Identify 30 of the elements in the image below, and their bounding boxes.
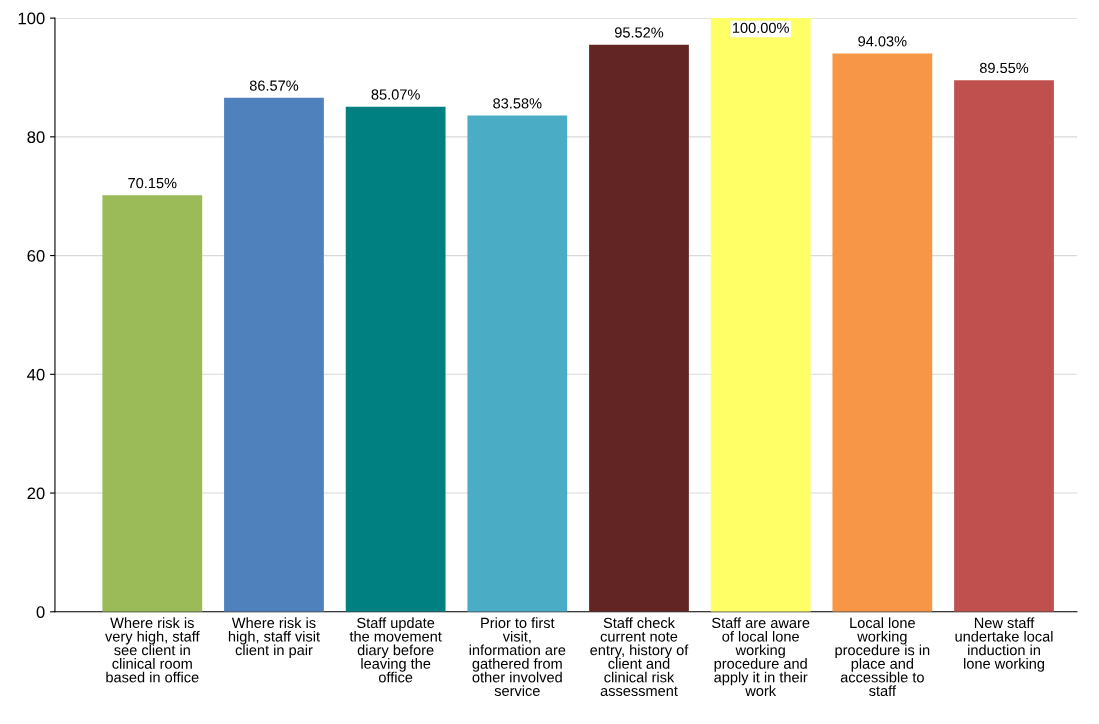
data-label: 85.07%	[371, 89, 420, 100]
bar	[589, 44, 689, 612]
x-tick-label: Prior to first visit, information are gathered from other involved service	[469, 617, 566, 697]
data-label: 94.03%	[858, 36, 907, 47]
y-tick-label: 80	[27, 131, 45, 144]
bar	[345, 106, 446, 612]
x-tick-label: New staff undertake local induction in lone working	[955, 617, 1053, 672]
data-label: 89.55%	[979, 62, 1029, 74]
data-label: 100.00%	[732, 22, 789, 33]
data-label: 86.57%	[249, 80, 299, 91]
y-tick-label: 100	[18, 12, 45, 25]
bar	[224, 97, 324, 612]
x-tick-label: Where risk is high, staff visit client in pair	[228, 617, 320, 659]
data-label: 95.52%	[614, 27, 664, 38]
x-tick-label: Staff check current note entry, history of client and clinical risk assessment	[590, 617, 689, 697]
bar	[954, 80, 1054, 612]
data-label: 83.58%	[493, 98, 542, 109]
bar	[467, 115, 568, 612]
data-label: 70.15%	[128, 177, 177, 189]
x-tick-label: Local lone working procedure is in place and accessible to staff	[835, 617, 930, 697]
x-tick-label: Staff are aware of local lone working procedure and apply it in their work	[712, 617, 810, 697]
y-tick-label: 40	[27, 368, 45, 381]
bar	[832, 53, 933, 612]
y-tick-label: 0	[36, 606, 45, 618]
x-tick-label: Where risk is very high, staff see client in clinical room based in office	[105, 617, 200, 683]
y-tick-label: 20	[27, 487, 45, 500]
bar	[710, 18, 811, 612]
bar	[102, 195, 203, 612]
x-tick-label: Staff update the movement diary before leaving the office	[349, 617, 442, 683]
y-tick-label: 60	[27, 249, 45, 262]
